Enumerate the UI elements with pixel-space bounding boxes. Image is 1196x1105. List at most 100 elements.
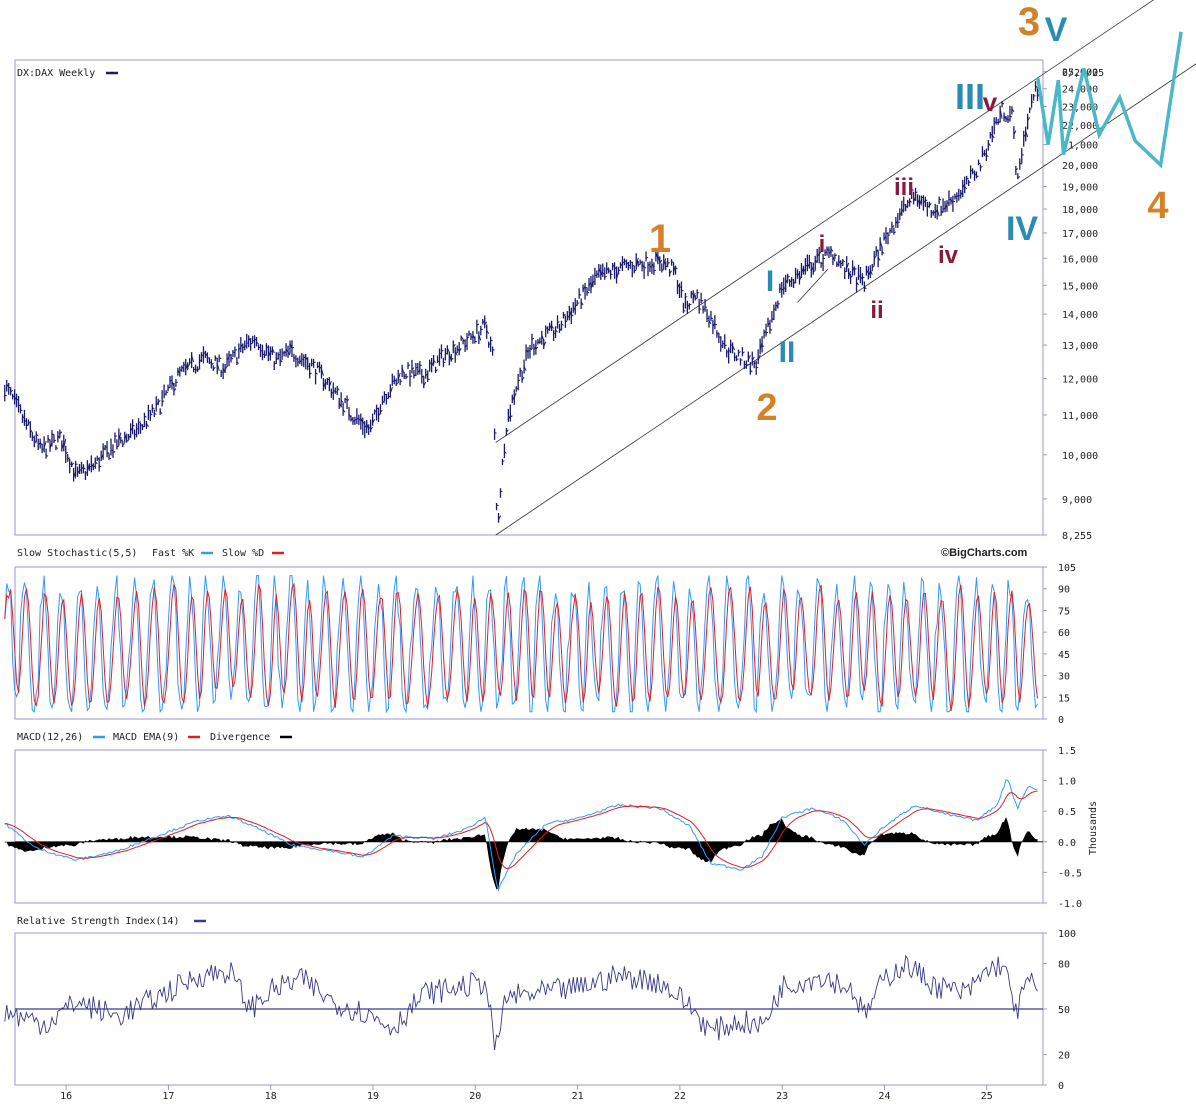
price-bar-close — [120, 439, 124, 442]
stoch-tick-label: 90 — [1058, 585, 1070, 596]
price-bar-close — [887, 234, 891, 236]
price-bar-close — [964, 186, 968, 190]
price-bar-close — [328, 380, 332, 388]
price-bar-close — [978, 162, 981, 165]
price-bar-close — [157, 399, 161, 404]
price-bar-close — [991, 134, 995, 139]
price-bar-close — [987, 142, 991, 147]
price-bar-close — [565, 320, 568, 323]
price-bar-close — [315, 372, 318, 375]
rsi-tick-label: 80 — [1058, 959, 1070, 970]
rsi-tick-label: 20 — [1058, 1051, 1070, 1062]
rsi-tick-label: 0 — [1058, 1081, 1064, 1092]
price-tick-label: 18,000 — [1062, 205, 1098, 216]
channel-lower-line — [495, 63, 1196, 536]
price-bar-close — [397, 372, 401, 381]
price-bar-close — [643, 266, 647, 269]
price-bar-close — [145, 423, 149, 428]
price-bar-close — [336, 387, 340, 391]
price-tick-label: 9,000 — [1062, 495, 1092, 506]
price-bar-close — [1013, 130, 1017, 136]
price-tick-label: 16,000 — [1062, 254, 1098, 265]
x-tick-label: 17 — [162, 1091, 174, 1102]
price-bar-close — [818, 250, 822, 255]
x-tick-label: 25 — [981, 1091, 993, 1102]
fast-k-line — [4, 575, 1038, 714]
stochastic-title: Slow Stochastic(5,5) — [17, 548, 137, 559]
price-bar-close — [476, 323, 480, 326]
price-bar-close — [287, 351, 291, 356]
price-bar-close — [173, 388, 177, 392]
price-bar-close — [832, 256, 836, 262]
x-tick-label: 21 — [572, 1091, 584, 1102]
price-bar-close — [846, 262, 850, 269]
price-bar-close — [551, 325, 555, 329]
price-bar-close — [864, 286, 867, 290]
price-bar-close — [563, 313, 566, 317]
price-bar-close — [746, 363, 749, 366]
macd-ema-line — [4, 790, 1038, 869]
rsi-lines — [4, 954, 1043, 1051]
macd-tick-label: 1.5 — [1058, 746, 1076, 757]
price-tick-label: 17,000 — [1062, 229, 1098, 240]
macd-y-label: Thousands — [1088, 801, 1099, 855]
wave-label: III — [955, 76, 985, 117]
price-bar-close — [159, 411, 163, 414]
macd-lines — [4, 779, 1043, 892]
price-bar-close — [710, 317, 714, 319]
price-bar-close — [152, 407, 155, 410]
price-bar-close — [1035, 85, 1038, 89]
price-bar-close — [785, 279, 789, 284]
price-bar-close — [35, 433, 39, 437]
price-bars — [4, 81, 1040, 523]
stochastic-legend-k: Fast %K — [152, 548, 194, 559]
macd-line — [4, 779, 1038, 892]
price-bar-close — [405, 375, 409, 379]
price-bar-close — [1031, 101, 1034, 104]
price-bar-close — [53, 439, 57, 442]
wave-label: v — [983, 87, 998, 117]
price-bar-close — [850, 275, 853, 278]
price-bar-close — [73, 471, 77, 479]
stoch-tick-label: 30 — [1058, 672, 1070, 683]
price-bar-close — [382, 400, 385, 404]
price-bar-close — [484, 321, 488, 326]
price-bar-close — [230, 356, 234, 360]
price-bar-close — [570, 314, 574, 318]
divergence-area — [4, 816, 1038, 890]
x-axis: 16 17 18 19 20 21 22 23 24 25 — [60, 1085, 993, 1102]
price-bar-close — [555, 329, 558, 333]
macd-panel: MACD(12,26) MACD EMA(9) Divergence Thous… — [4, 732, 1099, 910]
price-title: DX:DAX Weekly — [17, 68, 95, 79]
wave-label: 1 — [649, 217, 671, 261]
price-bar-close — [1001, 102, 1005, 105]
price-bar-close — [460, 336, 464, 340]
price-bar-close — [529, 347, 533, 351]
price-bar-close — [940, 210, 944, 214]
x-tick-label: 18 — [265, 1091, 277, 1102]
wave-label: ii — [870, 297, 883, 324]
rsi-tick-label: 100 — [1058, 929, 1076, 940]
price-bar-close — [692, 292, 696, 299]
rsi-tick-label: 50 — [1058, 1005, 1070, 1016]
price-bar-close — [700, 299, 704, 302]
price-bar-close — [521, 376, 525, 381]
price-bar-close — [1027, 117, 1031, 122]
price-bar-close — [29, 428, 33, 433]
price-bar-close — [586, 291, 590, 294]
price-bar-close — [271, 347, 275, 354]
stochastic-panel: Slow Stochastic(5,5) Fast %K Slow %D ©Bi… — [4, 547, 1076, 726]
wave-label: i — [819, 231, 826, 258]
price-bar-close — [83, 467, 86, 470]
price-bar-close — [915, 191, 918, 194]
price-bar-close — [427, 378, 430, 380]
price-bar-close — [502, 460, 505, 462]
price-bar-close — [1015, 168, 1019, 171]
macd-y-axis: 1.5 1.0 0.5 0.0 -0.5 -1.0 — [1043, 746, 1082, 910]
stoch-tick-label: 45 — [1058, 650, 1070, 661]
price-bar-close — [496, 504, 499, 507]
price-bar-close — [380, 410, 383, 413]
wave-label: 3 — [1018, 0, 1040, 44]
price-bar-close — [519, 369, 523, 372]
price-tick-label: 8,255 — [1062, 531, 1092, 542]
